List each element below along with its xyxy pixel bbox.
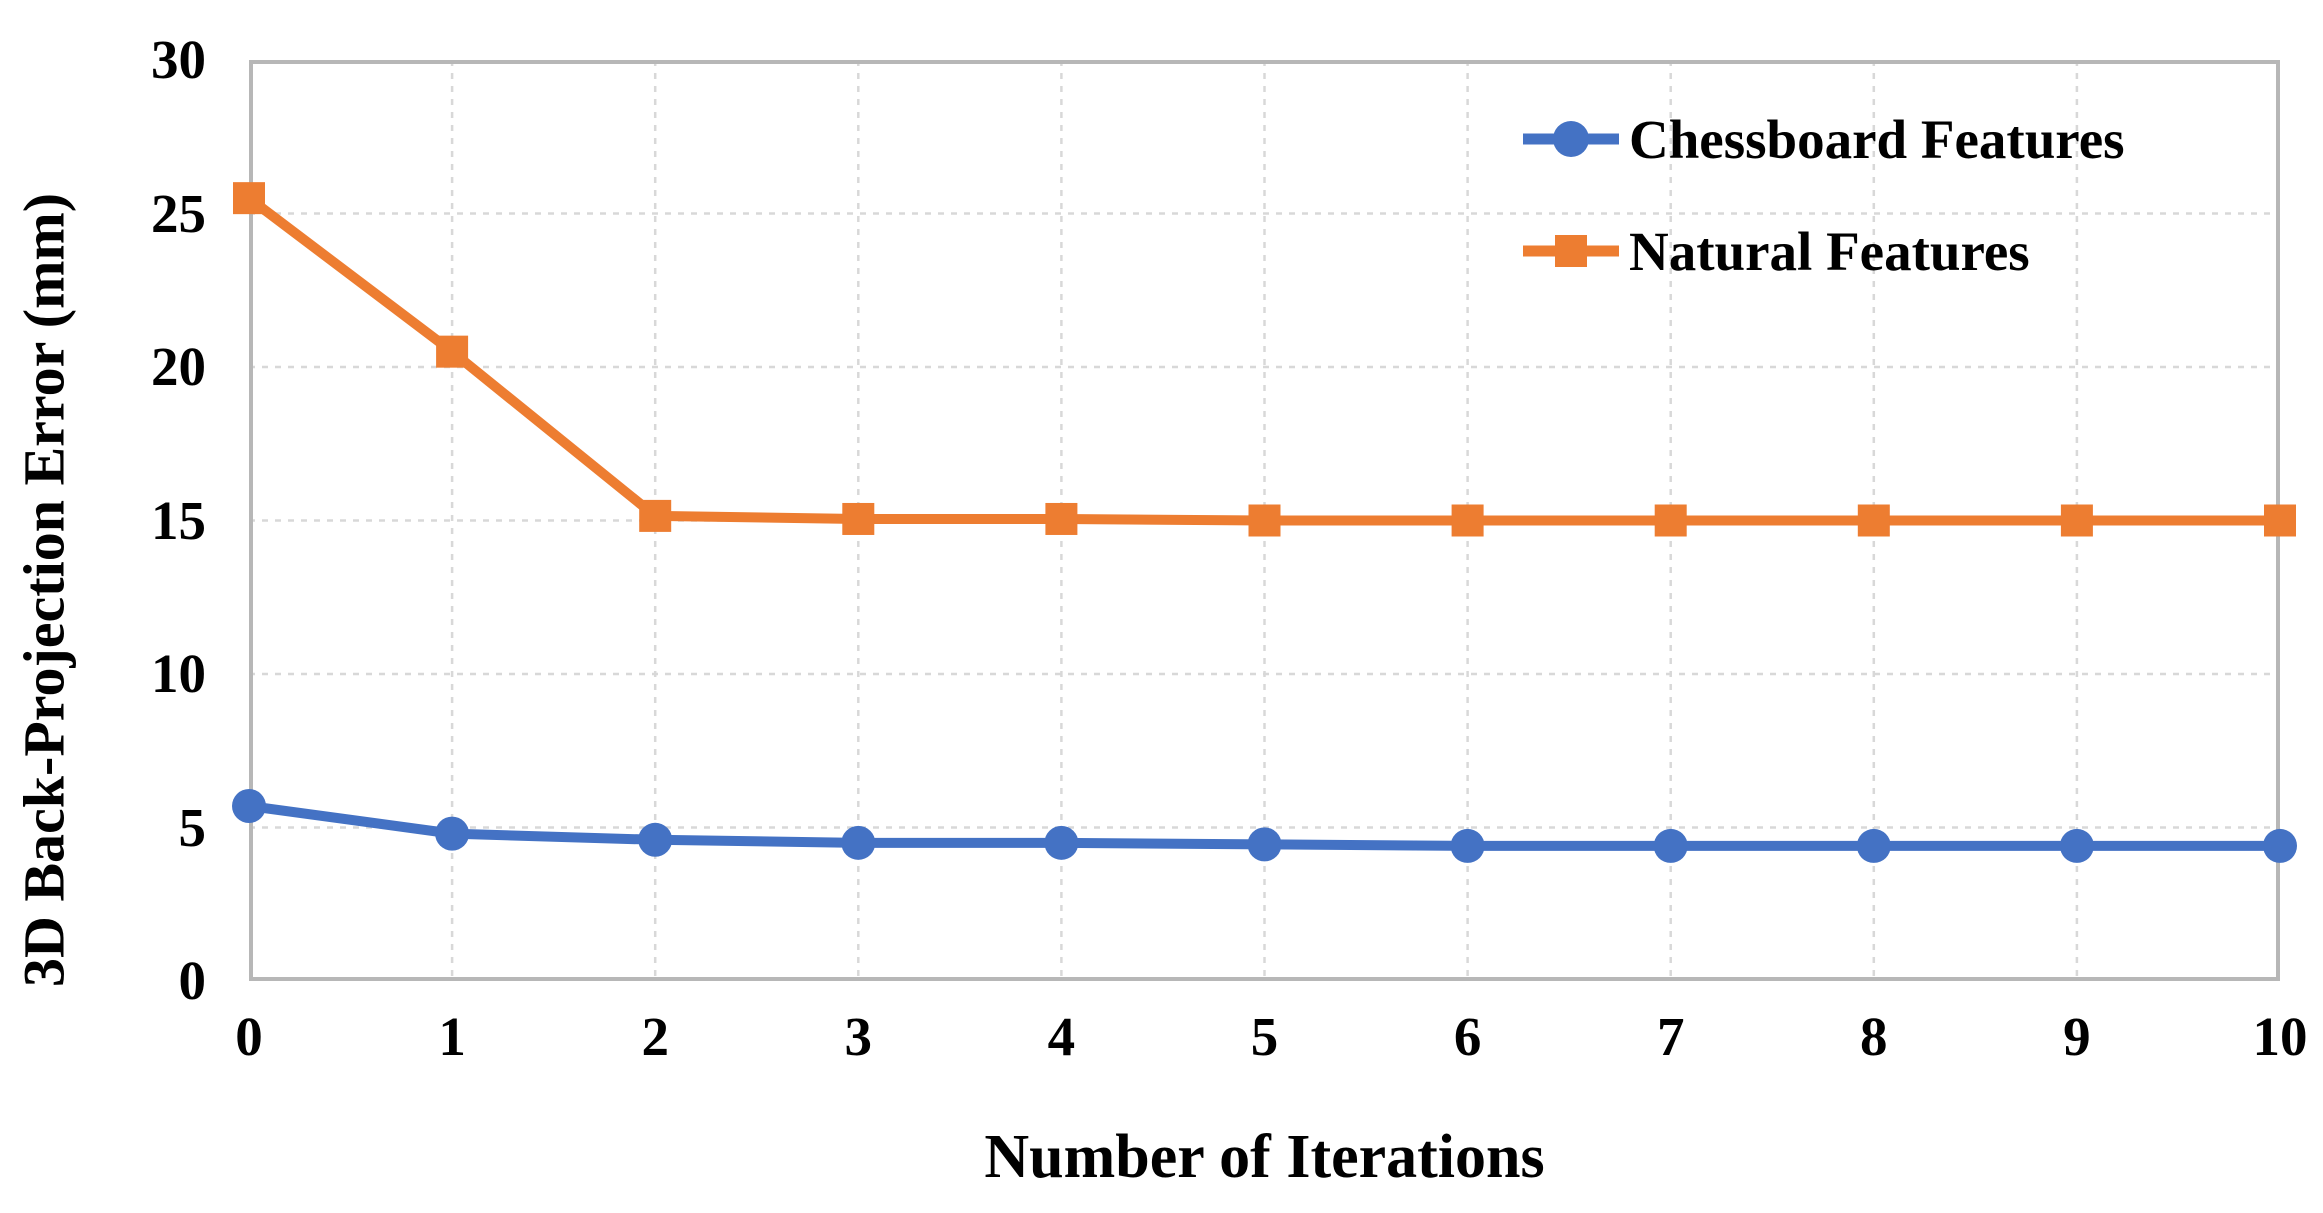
data-point <box>842 502 875 535</box>
x-tick-label: 10 <box>2252 1006 2308 1067</box>
legend-sample-line <box>1523 235 1619 267</box>
x-tick-label: 2 <box>641 1006 669 1067</box>
y-tick-label: 20 <box>151 336 206 397</box>
x-axis-title: Number of Iterations <box>984 1123 1545 1191</box>
legend-item: Chessboard Features <box>1521 83 2125 195</box>
x-tick-label: 3 <box>844 1006 873 1067</box>
data-point <box>1248 504 1281 537</box>
data-point <box>1044 825 1079 860</box>
data-point <box>638 822 673 857</box>
x-tick-label: 9 <box>2063 1006 2091 1067</box>
legend-label: Natural Features <box>1629 220 2030 282</box>
x-tick-label: 4 <box>1047 1006 1076 1067</box>
legend-circle-marker <box>1553 121 1589 157</box>
plot-area <box>232 60 2297 981</box>
data-point <box>1450 828 1485 863</box>
x-tick-label: 1 <box>438 1006 466 1067</box>
data-point <box>233 182 265 215</box>
y-tick-label: 5 <box>178 796 207 858</box>
y-tick-label: 10 <box>151 643 206 704</box>
data-point <box>436 335 469 368</box>
x-tick-label: 6 <box>1453 1006 1482 1067</box>
data-point <box>435 816 470 851</box>
data-point <box>639 499 672 532</box>
data-point <box>1247 827 1282 862</box>
y-tick-label: 25 <box>151 182 206 244</box>
legend-sample-line <box>1523 121 1619 157</box>
y-tick-label: 15 <box>151 489 206 551</box>
data-point <box>232 789 266 824</box>
x-tick-label: 0 <box>235 1006 263 1067</box>
data-point <box>2059 828 2094 863</box>
data-point <box>2263 828 2297 863</box>
x-tick-label: 5 <box>1250 1006 1279 1067</box>
x-tick-label: 7 <box>1656 1006 1685 1067</box>
y-tick-label: 30 <box>151 29 206 90</box>
data-point <box>2264 504 2296 537</box>
legend-square-marker <box>1555 235 1587 267</box>
x-axis-tick-labels: 0 1 2 3 4 5 6 7 8 9 10 <box>235 1002 2307 1072</box>
legend-item: Natural Features <box>1521 195 2125 307</box>
data-point <box>1653 828 1688 863</box>
y-axis-tick-labels: 0 5 10 15 20 25 30 <box>0 30 207 1011</box>
legend: Chessboard Features Natural Features <box>1521 83 2125 307</box>
data-point <box>1857 504 1890 537</box>
data-point <box>841 825 876 860</box>
data-point <box>2060 504 2093 537</box>
data-point <box>1451 504 1484 537</box>
legend-label: Chessboard Features <box>1629 108 2125 170</box>
x-tick-label: 8 <box>1860 1006 1888 1067</box>
data-point <box>1045 502 1078 535</box>
data-point <box>1654 504 1687 537</box>
y-tick-label: 0 <box>178 950 207 1011</box>
data-point <box>1856 828 1891 863</box>
